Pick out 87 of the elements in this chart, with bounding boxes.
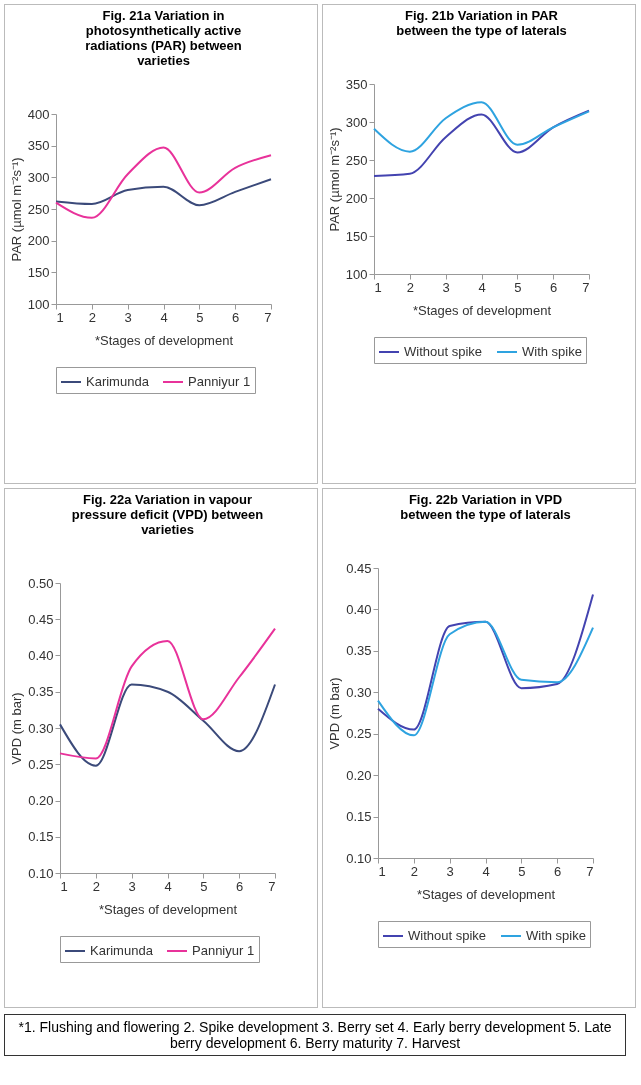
x-tick-label: 1 — [378, 863, 386, 879]
line-series — [59, 683, 276, 767]
legend-label: Panniyur 1 — [188, 374, 251, 389]
x-tick-label: 7 — [582, 279, 590, 295]
y-tick-label: 350 — [27, 138, 50, 154]
x-axis-title: *Stages of development — [94, 332, 234, 348]
y-axis-title: PAR (µmol m⁻²s⁻¹) — [8, 157, 24, 262]
legend-label: Panniyur 1 — [192, 943, 255, 958]
y-tick-label: 0.35 — [28, 684, 54, 700]
line-series — [373, 109, 590, 177]
x-tick-label: 6 — [554, 863, 562, 879]
y-tick-label: 0.40 — [346, 601, 372, 617]
y-tick-label: 0.15 — [346, 809, 372, 825]
x-tick-label: 4 — [160, 309, 168, 325]
y-tick-label: 0.25 — [28, 756, 54, 772]
legend-label: With spike — [526, 928, 586, 943]
x-tick-label: 4 — [482, 863, 490, 879]
legend-label: Without spike — [404, 344, 483, 359]
y-tick-label: 0.15 — [28, 829, 54, 845]
x-tick-label: 7 — [268, 878, 276, 894]
y-tick-label: 0.45 — [28, 611, 54, 627]
chart-title: Fig. 21a Variation in photosynthetically active radiations (PAR) between varieties — [85, 8, 242, 68]
x-tick-label: 2 — [406, 279, 414, 295]
x-tick-label: 4 — [164, 878, 172, 894]
y-tick-label: 150 — [27, 264, 50, 280]
x-axis-title: *Stages of development — [98, 901, 238, 917]
legend-label: Karimunda — [86, 374, 150, 389]
x-tick-label: 6 — [550, 279, 558, 295]
line-series — [377, 620, 594, 737]
legend-label: Karimunda — [90, 943, 154, 958]
y-axis-title: PAR (µmol m⁻²s⁻¹) — [326, 127, 342, 232]
line-series — [373, 101, 590, 153]
line-series — [55, 178, 272, 207]
y-tick-label: 100 — [27, 296, 50, 312]
y-tick-label: 0.25 — [346, 726, 372, 742]
y-tick-label: 0.20 — [346, 767, 372, 783]
text: *1. Flushing and flowering 2. Spike development 3. Berry set 4. Early berry development 5. Late berry development 6. Berry maturity 7. Harvest — [4, 1014, 626, 1056]
y-tick-label: 300 — [345, 114, 368, 130]
y-tick-label: 0.20 — [28, 793, 54, 808]
x-tick-label: 1 — [56, 309, 64, 325]
chart-title: Fig. 22a Variation in vapour pressure deficit (VPD) between varieties — [71, 492, 264, 537]
x-tick-label: 5 — [200, 878, 208, 894]
x-tick-label: 7 — [586, 863, 594, 879]
x-tick-label: 2 — [88, 309, 96, 325]
y-tick-label: 100 — [345, 266, 368, 282]
y-tick-label: 0.10 — [28, 865, 54, 881]
line-series — [59, 627, 276, 760]
y-tick-label: 400 — [27, 106, 50, 122]
y-axis-title: VPD (m bar) — [9, 692, 25, 765]
x-tick-label: 4 — [478, 279, 486, 295]
y-tick-label: 0.30 — [346, 684, 372, 700]
y-tick-label: 150 — [345, 228, 368, 244]
legend-label: Without spike — [408, 928, 487, 943]
y-tick-label: 200 — [345, 190, 368, 206]
y-axis-title: VPD (m bar) — [327, 677, 343, 750]
y-tick-label: 0.35 — [346, 643, 372, 659]
x-axis-title: *Stages of development — [412, 302, 552, 318]
y-tick-label: 250 — [345, 152, 368, 168]
x-tick-label: 3 — [446, 863, 454, 879]
x-tick-label: 5 — [514, 279, 522, 295]
y-tick-label: 0.10 — [346, 850, 372, 866]
chart-title: Fig. 22b Variation in VPD between the type of laterals — [400, 492, 571, 522]
y-tick-label: 300 — [27, 169, 50, 185]
x-tick-label: 1 — [374, 279, 382, 295]
y-tick-label: 0.50 — [28, 575, 54, 591]
x-tick-label: 2 — [92, 878, 100, 894]
x-tick-label: 7 — [264, 309, 272, 325]
x-axis-title: *Stages of development — [416, 886, 556, 902]
y-tick-label: 200 — [27, 233, 50, 249]
y-tick-label: 0.40 — [28, 648, 54, 663]
y-tick-label: 0.45 — [346, 560, 372, 576]
x-tick-label: 5 — [518, 863, 526, 879]
y-tick-label: 350 — [345, 76, 368, 92]
x-tick-label: 3 — [128, 878, 136, 894]
y-tick-label: 0.30 — [28, 720, 54, 736]
x-tick-label: 6 — [236, 878, 244, 894]
line-series — [55, 146, 272, 219]
x-tick-label: 5 — [196, 309, 204, 325]
x-tick-label: 3 — [442, 279, 450, 295]
x-tick-label: 1 — [60, 878, 68, 894]
line-series — [377, 593, 594, 731]
x-tick-label: 6 — [232, 309, 240, 325]
chart-title: Fig. 21b Variation in PAR between the type of laterals — [396, 8, 567, 38]
legend-label: With spike — [522, 344, 582, 359]
x-tick-label: 2 — [410, 863, 418, 879]
y-tick-label: 250 — [27, 201, 50, 217]
x-tick-label: 3 — [124, 309, 132, 325]
